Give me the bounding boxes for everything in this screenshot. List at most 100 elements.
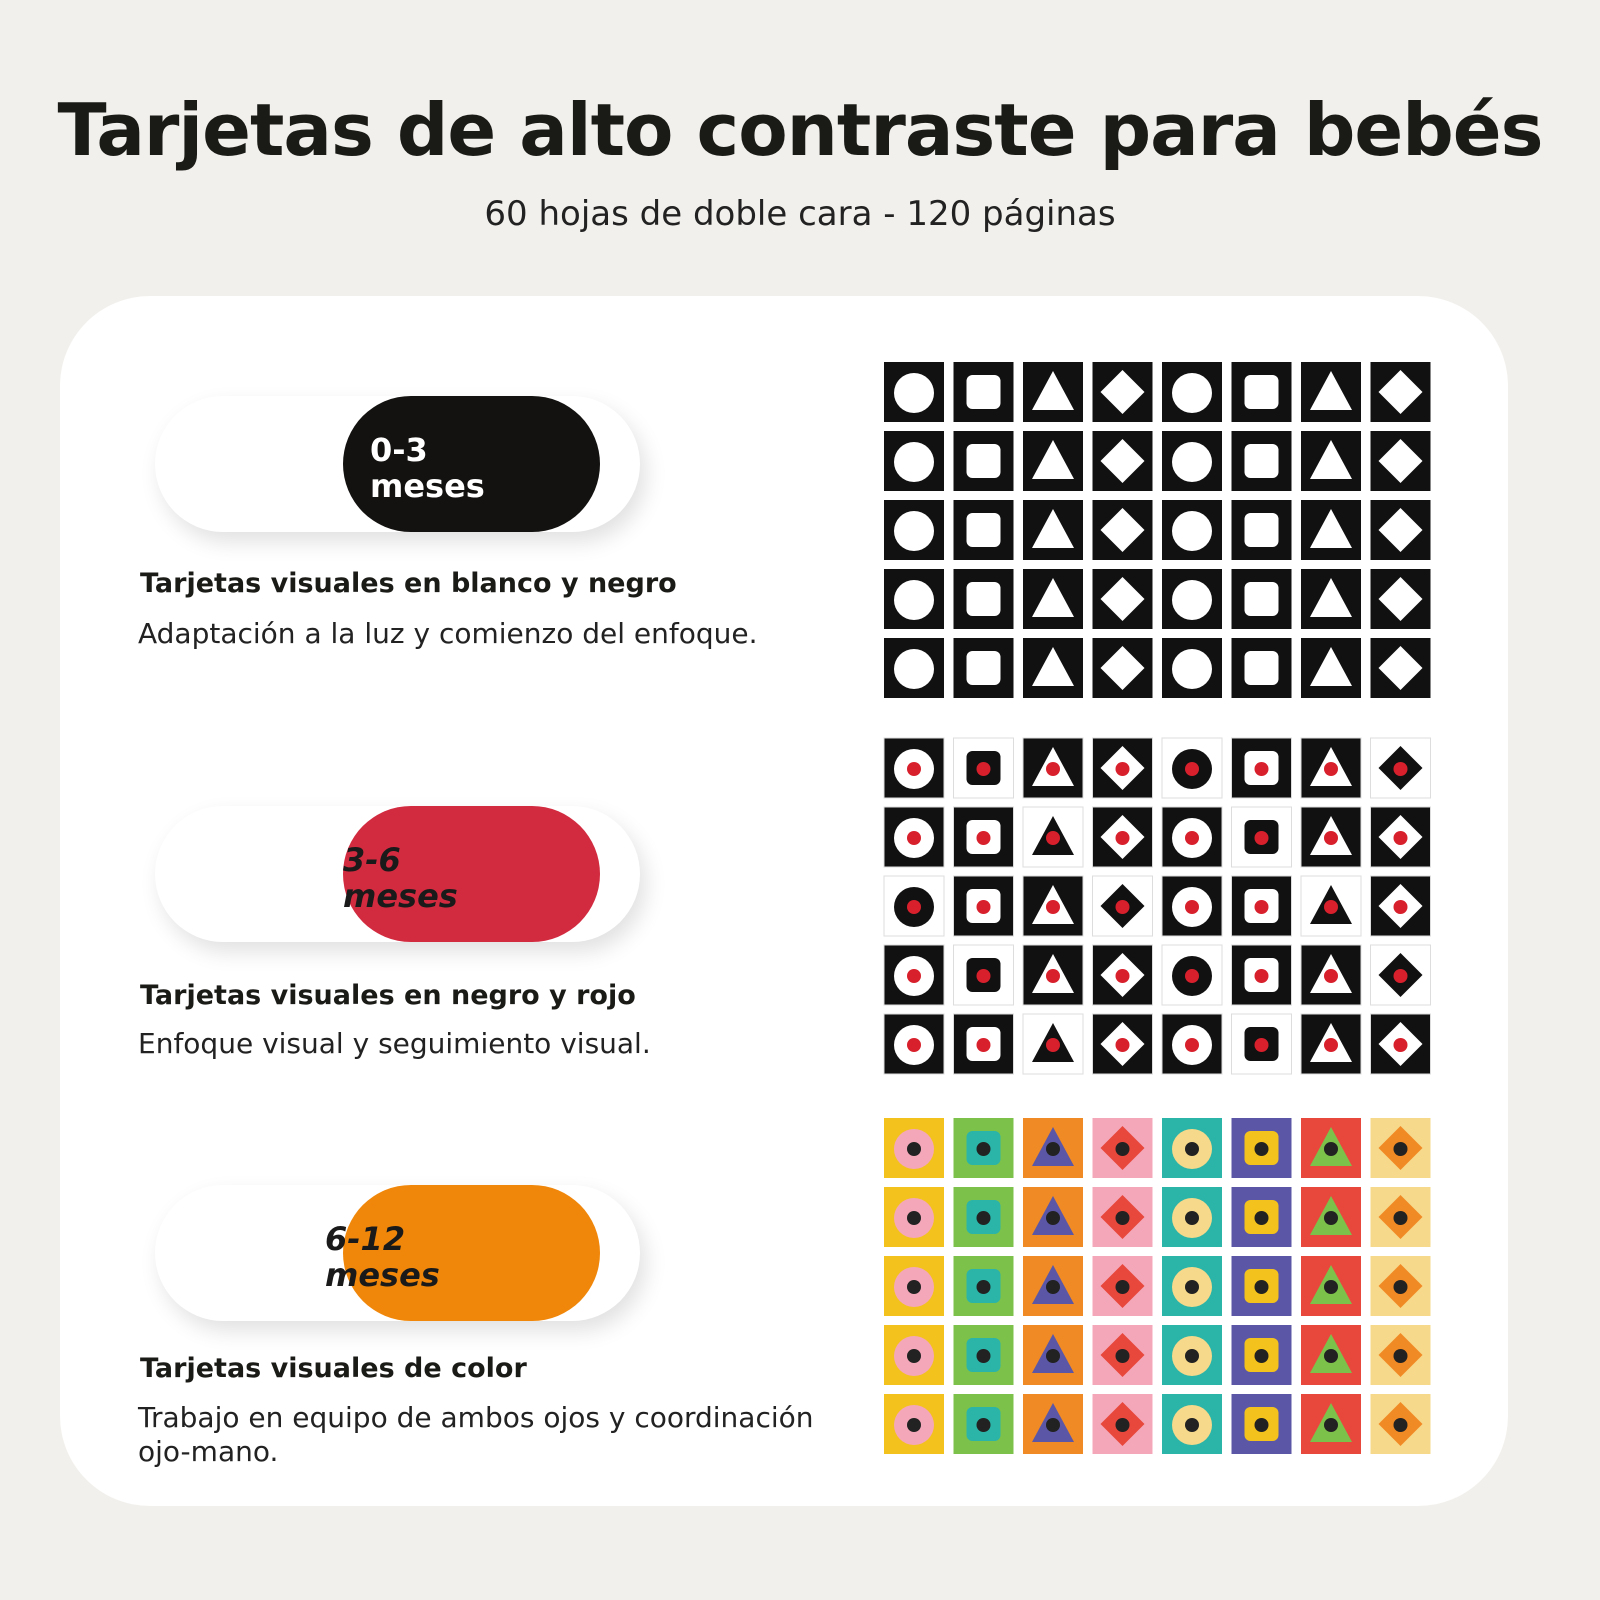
card-art: [1046, 1142, 1060, 1156]
card-art: [976, 1349, 991, 1363]
card-art: [1115, 831, 1130, 845]
card-art: [1115, 1280, 1130, 1294]
card-art: [1393, 1211, 1408, 1225]
card-art: [1185, 1038, 1199, 1052]
card-art: [966, 375, 1001, 409]
pill-oval: [343, 396, 600, 532]
card-art: [907, 1211, 921, 1225]
card-art: [907, 1142, 921, 1156]
pill-oval: [343, 806, 600, 942]
card-art: [1254, 969, 1269, 983]
card-art: [894, 580, 934, 620]
card-art: [976, 1038, 991, 1052]
card-art: [1046, 1038, 1060, 1052]
card-art: [1324, 1349, 1338, 1363]
card-art: [907, 1349, 921, 1363]
card-art: [1172, 373, 1212, 413]
card-art: [1032, 440, 1074, 479]
card-art: [1185, 831, 1199, 845]
card-art: [1115, 1142, 1130, 1156]
card-art: [894, 649, 934, 689]
card-art: [1324, 1211, 1338, 1225]
card-art: [907, 762, 921, 776]
card-art: [1393, 1038, 1408, 1052]
card-art: [976, 1280, 991, 1294]
card-art: [1115, 969, 1130, 983]
card-art: [1244, 582, 1279, 616]
card-art: [1324, 1418, 1338, 1432]
card-art: [1393, 1142, 1408, 1156]
age-badge: 6-12 meses: [325, 1221, 440, 1293]
card-art: [1115, 1211, 1130, 1225]
card-art: [1115, 762, 1130, 776]
card-art: [1172, 580, 1212, 620]
card-art: [1185, 1349, 1199, 1363]
title: Tarjetas de alto contraste para bebés: [57, 88, 1544, 172]
card-art: [1032, 578, 1074, 617]
card-art: [1254, 1349, 1269, 1363]
card-art: [1185, 1211, 1199, 1225]
card-art: [1046, 969, 1060, 983]
card-art: [1185, 1418, 1199, 1432]
age-pill: 6-12 meses: [155, 1185, 640, 1321]
subtitle: 60 hojas de doble cara - 120 páginas: [484, 194, 1116, 234]
card-art: [1254, 762, 1269, 776]
card-art: [1254, 1211, 1269, 1225]
card-art: [1115, 1349, 1130, 1363]
card-art: [1310, 509, 1352, 548]
card-art: [976, 969, 991, 983]
card-art: [1115, 1418, 1130, 1432]
card-art: [976, 900, 991, 914]
card-art: [966, 582, 1001, 616]
card-art: [1032, 647, 1074, 686]
card-art: [1378, 439, 1423, 483]
badge-line: meses: [370, 467, 485, 505]
card-art: [1100, 577, 1145, 621]
card-art: [1100, 370, 1145, 414]
card-art: [1310, 578, 1352, 617]
card-art: [1244, 375, 1279, 409]
card-grid: [884, 1118, 1431, 1454]
card-art: [1378, 370, 1423, 414]
card-art: [1185, 969, 1199, 983]
card-art: [1378, 646, 1423, 690]
card-art: [976, 1418, 991, 1432]
card-grid: [883, 737, 1431, 1075]
card-art: [1046, 1280, 1060, 1294]
card-art: [907, 900, 921, 914]
card-art: [1172, 649, 1212, 689]
card-art: [907, 831, 921, 845]
card-art: [1115, 1038, 1130, 1052]
card-art: [1393, 831, 1408, 845]
pill-oval: [343, 1185, 600, 1321]
card-art: [1172, 511, 1212, 551]
card-art: [1100, 439, 1145, 483]
card-art: [966, 651, 1001, 685]
age-badge: 3-6 meses: [343, 842, 458, 914]
card-art: [1046, 900, 1060, 914]
card-art: [1046, 831, 1060, 845]
card-art: [1393, 900, 1408, 914]
card-art: [1244, 513, 1279, 547]
card-art: [1254, 831, 1269, 845]
card-art: [1254, 900, 1269, 914]
card-art: [1254, 1280, 1269, 1294]
card-art: [966, 513, 1001, 547]
card-art: [1310, 440, 1352, 479]
card-art: [1032, 371, 1074, 410]
card-art: [1185, 1280, 1199, 1294]
card-art: [966, 444, 1001, 478]
card-art: [1310, 647, 1352, 686]
age-pill: 0-3 meses: [155, 396, 640, 532]
card-art: [1254, 1038, 1269, 1052]
card-art: [1244, 444, 1279, 478]
card-art: [1393, 1280, 1408, 1294]
card-art: [1393, 1418, 1408, 1432]
section-heading: Tarjetas visuales en blanco y negro: [140, 568, 677, 599]
section-description: Enfoque visual y seguimiento visual.: [138, 1027, 651, 1060]
card-art: [1254, 1418, 1269, 1432]
section-heading: Tarjetas visuales en negro y rojo: [140, 980, 636, 1011]
card-art: [907, 969, 921, 983]
card-art: [1324, 1280, 1338, 1294]
card-art: [1032, 509, 1074, 548]
